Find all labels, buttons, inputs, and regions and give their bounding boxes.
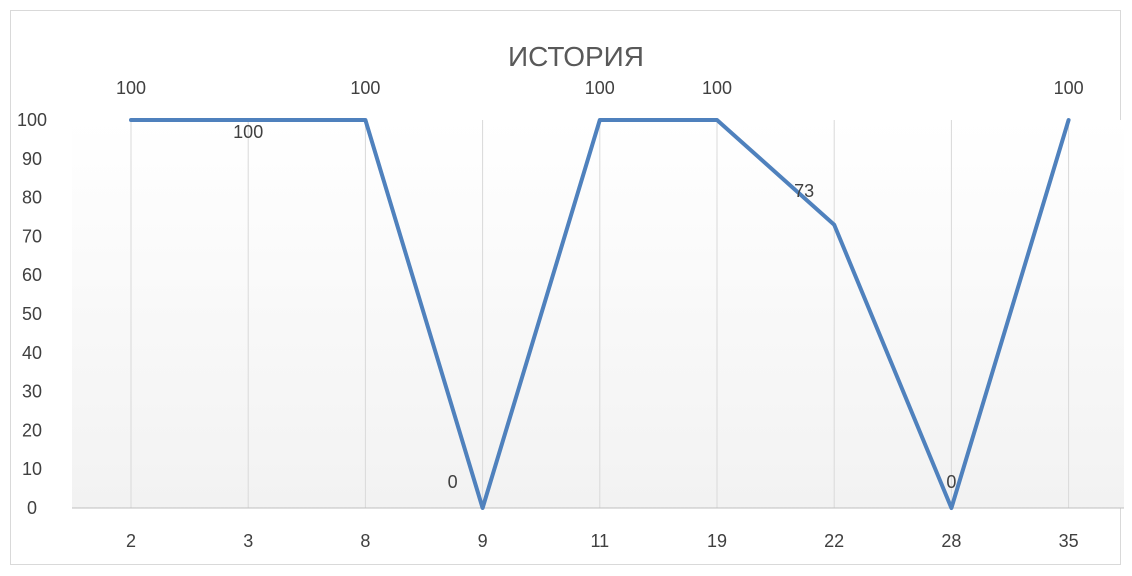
data-label: 0: [448, 472, 458, 492]
data-label: 100: [585, 78, 615, 98]
data-label: 100: [116, 78, 146, 98]
grid-lines: [130, 120, 1070, 508]
series-layer: [129, 118, 1071, 510]
x-tick-label: 3: [243, 531, 253, 551]
y-tick-label: 0: [27, 498, 37, 518]
y-tick-label: 30: [22, 382, 42, 402]
data-label: 100: [350, 78, 380, 98]
x-tick-label: 35: [1059, 531, 1079, 551]
y-tick-label: 90: [22, 149, 42, 169]
y-tick-label: 100: [17, 110, 47, 130]
x-tick-label: 11: [590, 531, 609, 551]
x-tick-label: 9: [478, 531, 488, 551]
series-line: [129, 118, 1071, 510]
data-labels: 100 100 100 0 100 100 73 0 100: [116, 78, 1084, 492]
data-label: 100: [233, 122, 263, 142]
data-label: 73: [794, 181, 814, 201]
data-label: 100: [1054, 78, 1084, 98]
data-label: 0: [946, 472, 956, 492]
y-tick-label: 40: [22, 343, 42, 363]
x-tick-label: 19: [707, 531, 727, 551]
chart-title: ИСТОРИЯ: [508, 41, 644, 72]
y-tick-label: 10: [22, 459, 42, 479]
axes: 2 3 8 9 11 19 22 28 35 0 10 20 30 40 50 60 70 80 90 100: [17, 110, 1124, 551]
y-tick-label: 70: [22, 226, 42, 246]
y-tick-label: 60: [22, 265, 42, 285]
y-tick-label: 80: [22, 188, 42, 208]
plot-area: [72, 120, 1124, 508]
y-tick-label: 20: [22, 420, 42, 440]
x-tick-label: 22: [824, 531, 844, 551]
y-tick-label: 50: [22, 304, 42, 324]
x-tick-label: 8: [360, 531, 370, 551]
x-tick-label: 28: [941, 531, 961, 551]
data-label: 100: [702, 78, 732, 98]
x-tick-label: 2: [126, 531, 136, 551]
